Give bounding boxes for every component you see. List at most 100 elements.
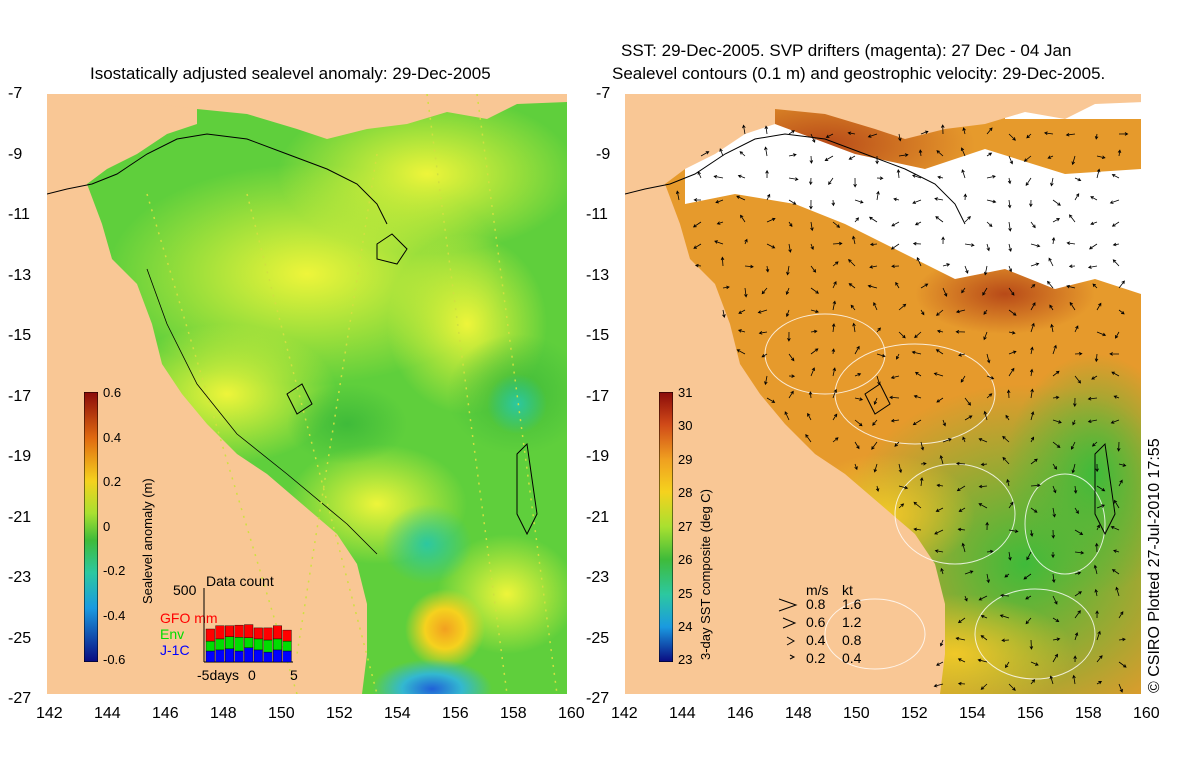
lat-tick-right: -21	[586, 508, 610, 526]
velocity-arrow	[898, 463, 903, 474]
velocity-arrow	[788, 243, 792, 253]
velocity-arrow	[999, 614, 1010, 619]
velocity-arrow	[1052, 617, 1060, 623]
velocity-arrow	[920, 283, 929, 289]
velocity-arrow	[986, 375, 995, 380]
velocity-arrow	[1052, 419, 1062, 424]
sst-tick-8: 24	[678, 619, 693, 634]
velocity-arrow	[1065, 132, 1076, 137]
velocity-arrow	[956, 485, 966, 492]
data-count-title: Data count	[206, 573, 274, 589]
lon-tick-right: 142	[611, 705, 638, 722]
velocity-arrow	[942, 263, 951, 267]
velocity-arrow	[1118, 637, 1126, 642]
velocity-arrow	[848, 283, 856, 289]
velocity-arrow	[1094, 353, 1099, 363]
velocity-arrow	[986, 152, 993, 157]
velocity-arrow	[739, 151, 746, 157]
velocity-arrow	[785, 287, 790, 296]
velocity-arrow	[961, 169, 966, 179]
data-count-max: 500	[173, 582, 197, 598]
velocity-arrow	[957, 658, 966, 663]
vel-ms-1: 0.8	[806, 596, 826, 612]
velocity-arrow	[810, 287, 819, 294]
velocity-arrow	[963, 193, 968, 201]
lat-tick-right: -23	[586, 569, 610, 586]
velocity-arrow	[1008, 287, 1015, 296]
lon-tick-left: 142	[36, 705, 63, 722]
lat-tick-left: -25	[8, 629, 32, 647]
australia-land	[47, 94, 367, 694]
velocity-arrow	[1026, 133, 1032, 139]
velocity-arrow	[912, 241, 922, 246]
velocity-arrow	[919, 477, 924, 487]
velocity-arrow	[1025, 617, 1032, 625]
velocity-arrow	[986, 393, 993, 399]
dc-x-3: 5	[290, 667, 298, 683]
velocity-arrow	[1118, 611, 1124, 619]
velocity-arrow	[788, 130, 795, 135]
velocity-arrow	[986, 353, 991, 364]
sst-tick-1: 31	[678, 385, 693, 400]
png-land	[47, 94, 567, 139]
velocity-arrow	[1052, 395, 1060, 400]
velocity-arrow	[848, 155, 856, 160]
velocity-arrow	[942, 287, 948, 297]
velocity-arrow	[766, 397, 776, 403]
velocity-arrow	[914, 371, 922, 377]
velocity-arrow	[876, 190, 880, 201]
velocity-arrow	[764, 146, 768, 157]
velocity-arrow	[912, 199, 922, 204]
velocity-arrow	[986, 549, 994, 554]
velocity-arrow	[890, 375, 900, 380]
velocity-arrow	[810, 221, 814, 232]
velocity-arrow	[912, 419, 922, 426]
velocity-arrow	[1008, 265, 1012, 273]
velocity-arrow	[787, 331, 791, 342]
lat-tick-right: -25	[586, 629, 610, 647]
velocity-arrow	[738, 309, 746, 314]
velocity-arrow	[957, 527, 966, 532]
velocity-arrow	[916, 257, 922, 267]
velocity-arrow	[1118, 479, 1123, 487]
velocity-arrow	[1008, 221, 1012, 232]
velocity-arrow	[895, 353, 900, 360]
velocity-arrow	[831, 199, 836, 207]
velocity-arrow	[1052, 637, 1061, 642]
velocity-arrow	[986, 127, 993, 135]
velocity-arrow	[1048, 257, 1054, 267]
velocity-arrow	[766, 217, 776, 223]
velocity-arrow	[986, 221, 993, 228]
velocity-arrow	[737, 329, 746, 333]
velocity-arrow	[1030, 458, 1038, 465]
velocity-arrow	[715, 199, 724, 204]
velocity-arrow	[1047, 280, 1054, 289]
velocity-arrow	[1096, 504, 1105, 509]
velocity-arrow	[978, 595, 988, 601]
data-count-bar	[244, 637, 254, 648]
velocity-arrow	[936, 150, 944, 157]
data-count-bar	[234, 637, 244, 652]
velocity-arrow	[1000, 593, 1010, 598]
velocity-arrow	[1094, 542, 1099, 553]
data-count-bar	[205, 640, 215, 652]
velocity-arrow	[766, 193, 771, 201]
velocity-arrow	[1072, 674, 1076, 685]
velocity-arrow	[986, 199, 997, 204]
velocity-arrow	[1052, 653, 1058, 663]
velocity-arrow	[978, 484, 988, 489]
sst-tick-7: 25	[678, 586, 693, 601]
velocity-arrow	[869, 265, 878, 269]
velocity-arrow	[1050, 177, 1054, 187]
velocity-arrow	[1113, 549, 1120, 553]
sl-tick-4: 0	[103, 519, 111, 534]
velocity-arrow	[809, 155, 814, 164]
data-count-bar	[263, 651, 273, 663]
velocity-arrow	[828, 177, 834, 186]
velocity-arrow	[920, 441, 925, 451]
velocity-arrow	[1096, 524, 1100, 531]
velocity-arrow	[942, 438, 952, 443]
velocity-arrow	[1008, 243, 1012, 252]
velocity-arrow	[1030, 221, 1036, 229]
velocity-arrow	[934, 197, 944, 201]
